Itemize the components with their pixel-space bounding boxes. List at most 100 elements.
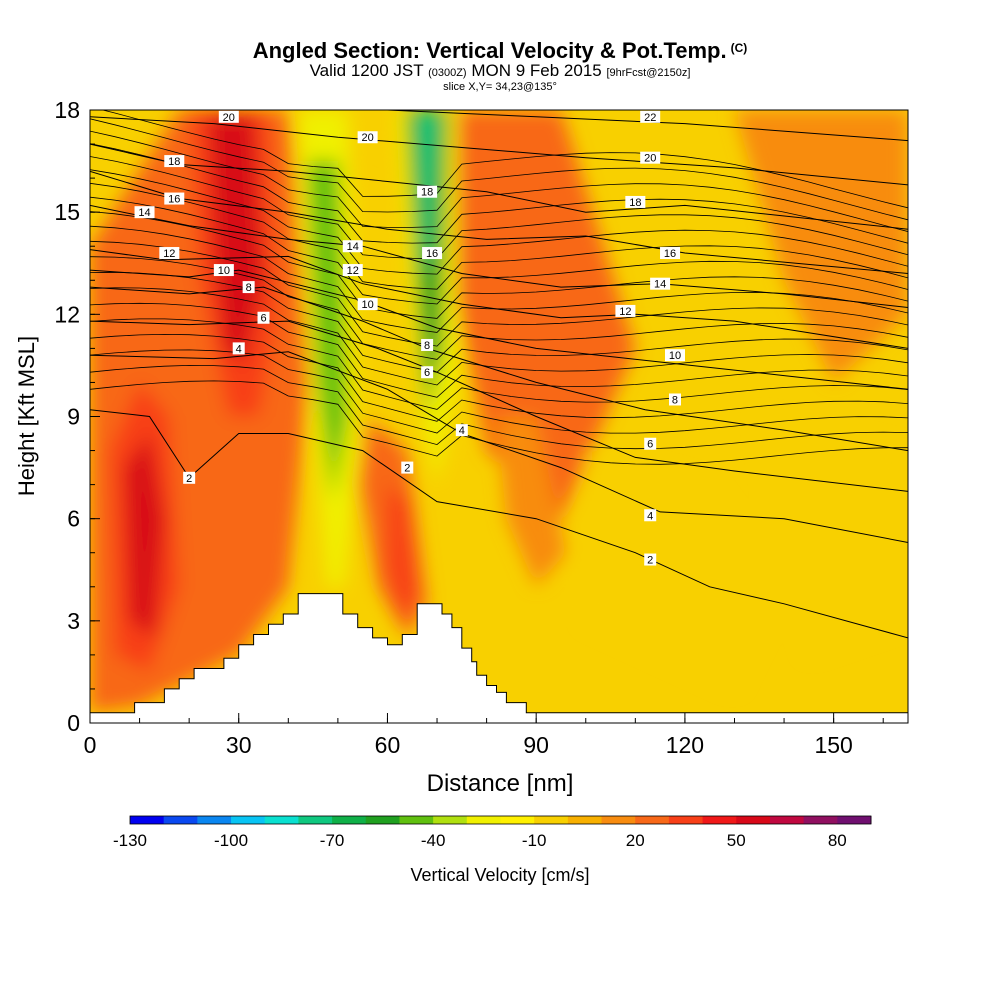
contour-label: 10 (664, 349, 685, 362)
colorbar-swatch (601, 816, 636, 824)
contour-label-text: 20 (223, 112, 235, 124)
contour-label: 4 (455, 424, 468, 437)
contour-label-text: 12 (619, 306, 631, 318)
theta-contour-line (90, 182, 908, 290)
contour-label-text: 10 (218, 265, 230, 277)
velocity-cell (451, 110, 527, 383)
contour-label: 22 (640, 110, 661, 124)
colorbar-swatch (466, 816, 501, 824)
colorbar-swatch (365, 816, 400, 824)
contour-label: 20 (640, 151, 661, 165)
contour-label-bg (257, 311, 270, 324)
contour-label-bg (455, 424, 468, 437)
contour-label-text: 4 (647, 510, 653, 522)
contour-label-text: 18 (421, 187, 433, 199)
theta-contour-line (90, 196, 908, 305)
colorbar-tick-label: -130 (113, 831, 147, 850)
contour-label-text: 16 (168, 194, 180, 206)
y-tick-label: 9 (67, 404, 80, 430)
colorbar-swatch (264, 816, 299, 824)
colorbar-label: Vertical Velocity [cm/s] (410, 865, 589, 885)
colorbar-swatch (130, 816, 165, 824)
contour-label-text: 2 (186, 473, 192, 485)
colorbar-tick-label: 50 (727, 831, 746, 850)
contour-label: 14 (342, 240, 363, 253)
contour-label-text: 20 (361, 132, 373, 144)
contour-label-bg (644, 509, 657, 522)
theta-contour-line (101, 110, 908, 209)
colorbar-tick-label: -10 (522, 831, 547, 850)
contour-label-bg (342, 240, 363, 253)
contour-label-bg (342, 264, 363, 277)
contour-label-text: 8 (672, 394, 678, 406)
x-tick-label: 150 (814, 732, 852, 758)
title-text: Angled Section: Vertical Velocity & Pot.… (252, 38, 727, 63)
colorbar-tick-label: -70 (320, 831, 345, 850)
contour-label-bg (159, 247, 180, 260)
contour-label: 2 (401, 461, 414, 475)
contour-label: 2 (183, 471, 196, 485)
contour-label-bg (213, 264, 234, 277)
contour-label-bg (232, 342, 245, 355)
theta-contour-line (387, 110, 908, 142)
contour-label-bg (422, 247, 443, 260)
contour-label-text: 4 (459, 425, 465, 437)
theta-contour-line (90, 211, 908, 319)
contour-label-text: 10 (669, 350, 681, 362)
colorbar-swatch (197, 816, 232, 824)
slice-info: slice X,Y= 34,23@135° (443, 81, 557, 93)
contour-label: 8 (242, 281, 255, 294)
contour-label-bg (640, 110, 661, 123)
contour-label-bg (417, 185, 438, 198)
contour-label-bg (625, 195, 646, 208)
contour-label: 16 (422, 247, 443, 260)
velocity-cell (124, 433, 165, 638)
y-tick-label: 6 (67, 506, 80, 532)
colorbar-swatch (668, 816, 704, 824)
contour-label: 16 (164, 192, 185, 206)
x-axis: 0 30 60 90 120 150 (84, 713, 884, 758)
colorbar-tick-label: -100 (214, 831, 248, 850)
contour-label-text: 2 (647, 555, 653, 567)
colorbar-swatch (500, 816, 535, 824)
theta-contour-line (90, 333, 908, 422)
title-unit: (C) (730, 41, 748, 55)
theta-contour-line (90, 349, 908, 434)
contour-label-bg (664, 349, 685, 362)
theta-contour-line (90, 269, 908, 390)
contour-label: 2 (644, 553, 657, 567)
theta-contour-line (90, 116, 908, 186)
colorbar-swatch (635, 816, 670, 824)
theta-contour-line (90, 380, 908, 465)
contour-label-bg (357, 298, 378, 311)
x-tick-label: 60 (375, 732, 401, 758)
contour-label-bg (660, 247, 681, 260)
contour-label-bg (183, 471, 196, 484)
contour-label-text: 14 (654, 279, 666, 291)
x-tick-label: 30 (226, 732, 252, 758)
velocity-cell (308, 161, 348, 502)
y-tick-label: 15 (54, 199, 80, 225)
x-tick-label: 90 (523, 732, 549, 758)
contour-label: 20 (357, 131, 378, 144)
colorbar-swatch (332, 816, 367, 824)
forecast-info: [9hrFcst@2150z] (606, 67, 691, 79)
colorbar-tick-label: 80 (828, 831, 847, 850)
contour-label-text: 14 (138, 207, 150, 219)
contour-label-bg (164, 192, 185, 205)
x-tick-label: 0 (84, 732, 97, 758)
y-tick-label: 3 (67, 608, 80, 634)
contour-label-bg (421, 366, 434, 379)
contour-label: 10 (357, 298, 378, 311)
contour-label-text: 14 (347, 241, 359, 253)
contour-label-text: 22 (644, 112, 656, 124)
contour-label-text: 10 (361, 299, 373, 311)
contour-label: 6 (257, 311, 270, 325)
contour-label-bg (401, 461, 414, 474)
contour-label-bg (421, 338, 434, 351)
colorbar-swatch (567, 816, 603, 824)
theta-contour-line (90, 169, 908, 275)
contour-label-bg (644, 437, 657, 450)
velocity-cell (585, 450, 785, 689)
